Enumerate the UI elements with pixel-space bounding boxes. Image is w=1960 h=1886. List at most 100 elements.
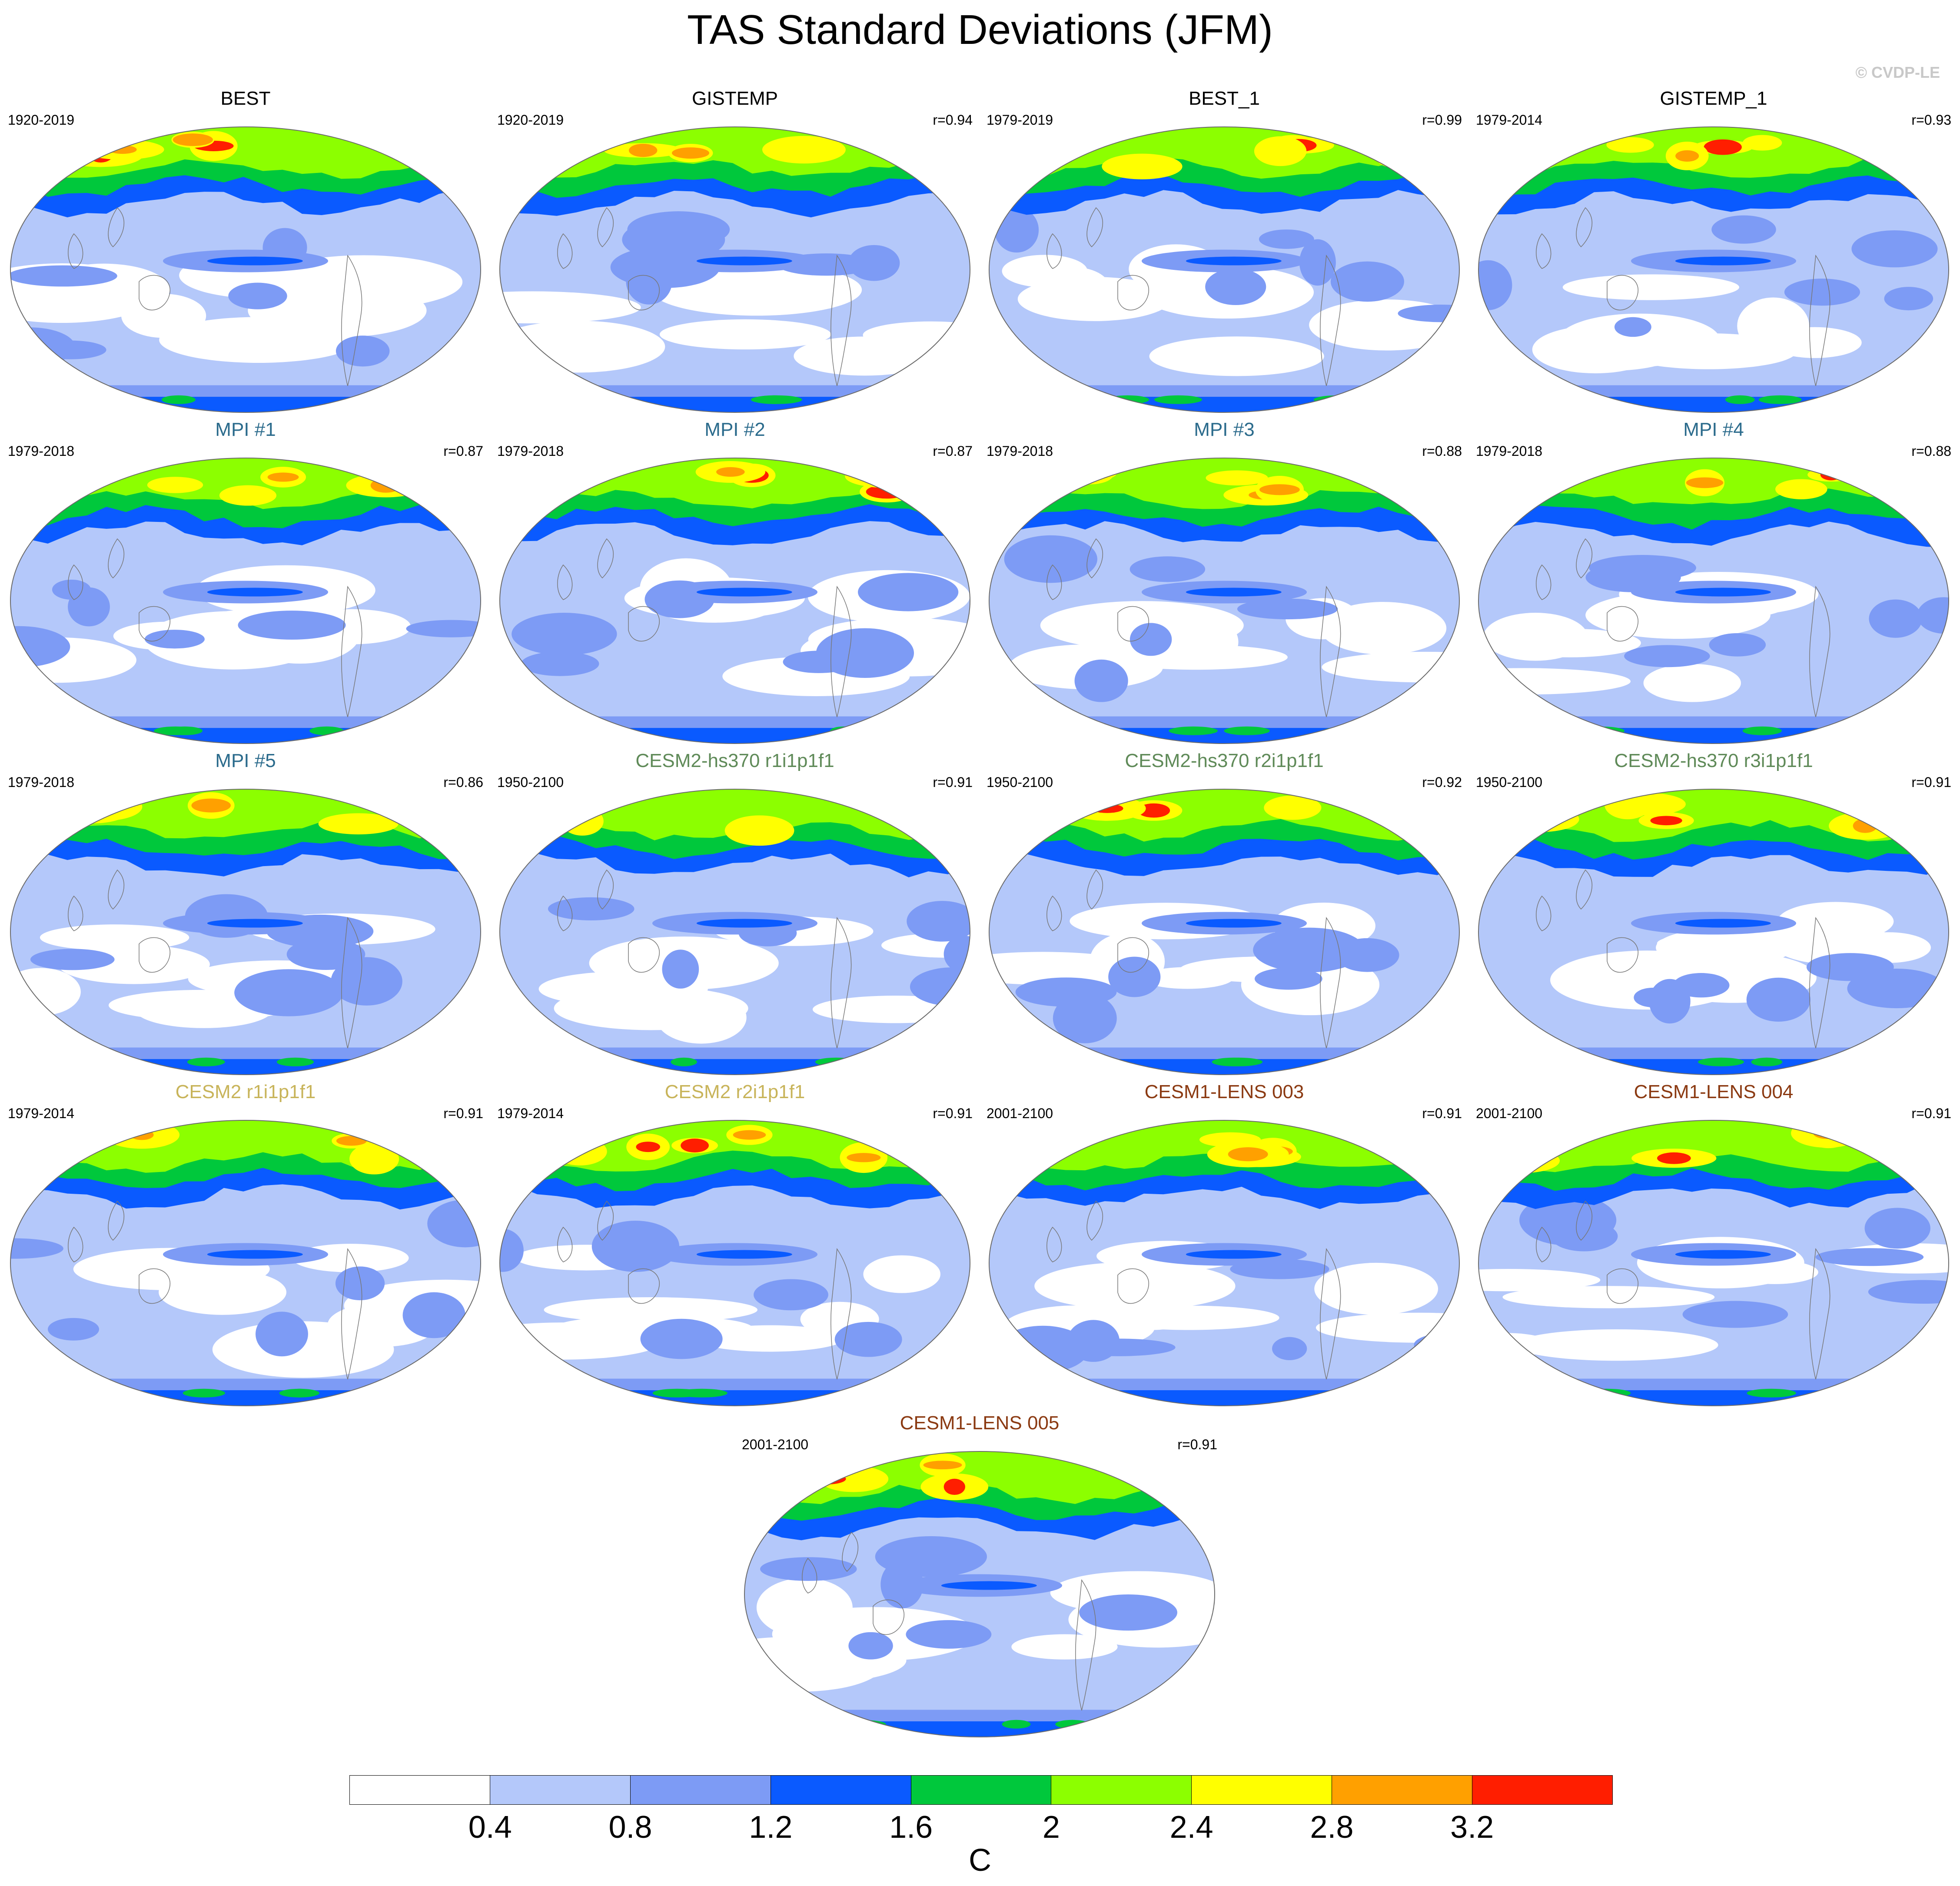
robinson-map [10, 126, 481, 413]
colorbar-swatch [1472, 1776, 1613, 1804]
colorbar-unit-label: C [969, 1843, 991, 1878]
colorbar [349, 1775, 1613, 1805]
robinson-map [989, 458, 1460, 744]
map-panel: MPI #3 1979-2018 r=0.88 [983, 418, 1465, 748]
robinson-map [989, 789, 1460, 1075]
map-panel: BEST 1920-2019 [4, 87, 487, 417]
robinson-map [1478, 1120, 1949, 1406]
colorbar-swatch [630, 1776, 771, 1804]
robinson-map [499, 126, 970, 413]
panel-years: 1979-2018 [8, 443, 75, 459]
robinson-map [499, 1120, 970, 1406]
panel-years: 1920-2019 [8, 112, 75, 128]
panel-years: 1979-2014 [497, 1106, 564, 1121]
map-panel: CESM2-hs370 r1i1p1f1 1950-2100 r=0.91 [494, 749, 976, 1079]
panel-title: BEST_1 [1189, 88, 1260, 109]
panel-years: 1979-2014 [8, 1106, 75, 1121]
colorbar-ticks: 0.4 0.8 1.2 1.6 2 2.4 2.8 3.2 [350, 1808, 1612, 1847]
map-panel: CESM1-LENS 004 2001-2100 r=0.91 [1472, 1080, 1955, 1411]
colorbar-tick-label: 2 [1042, 1810, 1060, 1845]
panel-correlation: r=0.86 [443, 774, 483, 790]
panel-years: 1920-2019 [497, 112, 564, 128]
panel-title: CESM1-LENS 003 [1144, 1081, 1304, 1102]
map-panel: CESM1-LENS 003 2001-2100 r=0.91 [983, 1080, 1465, 1411]
map-panel: BEST_1 1979-2019 r=0.99 [983, 87, 1465, 417]
colorbar-tick-label: 0.8 [608, 1810, 652, 1845]
map-panel: CESM2 r2i1p1f1 1979-2014 r=0.91 [494, 1080, 976, 1411]
map-panel: GISTEMP_1 1979-2014 r=0.93 [1472, 87, 1955, 417]
robinson-map [989, 126, 1460, 413]
robinson-map [989, 1120, 1460, 1406]
robinson-map [499, 789, 970, 1075]
panel-years: 1950-2100 [497, 774, 564, 790]
panel-years: 1950-2100 [1476, 774, 1543, 790]
robinson-map [1478, 126, 1949, 413]
panel-title: CESM2 r2i1p1f1 [664, 1081, 805, 1102]
colorbar-swatch [771, 1776, 911, 1804]
colorbar-tick-label: 1.2 [749, 1810, 793, 1845]
panel-title: CESM2-hs370 r3i1p1f1 [1614, 750, 1813, 771]
panel-years: 1950-2100 [987, 774, 1053, 790]
panel-years: 1979-2018 [1476, 443, 1543, 459]
credit-label: © CVDP-LE [1855, 63, 1940, 81]
panel-title: CESM2-hs370 r1i1p1f1 [635, 750, 834, 771]
colorbar-swatch [490, 1776, 631, 1804]
panel-title: GISTEMP [691, 88, 778, 109]
panel-correlation: r=0.91 [1911, 774, 1951, 790]
robinson-map [1478, 789, 1949, 1075]
panel-years: 1979-2018 [497, 443, 564, 459]
panel-correlation: r=0.91 [1911, 1106, 1951, 1121]
panel-title: MPI #4 [1683, 419, 1744, 440]
panel-correlation: r=0.91 [1177, 1437, 1217, 1452]
panel-title: MPI #3 [1194, 419, 1255, 440]
panel-title: CESM1-LENS 005 [900, 1412, 1060, 1434]
map-panel: MPI #2 1979-2018 r=0.87 [494, 418, 976, 748]
colorbar-tick-label: 2.4 [1169, 1810, 1213, 1845]
panel-correlation: r=0.91 [1422, 1106, 1462, 1121]
map-panel: MPI #1 1979-2018 r=0.87 [4, 418, 487, 748]
robinson-map [499, 458, 970, 744]
colorbar-tick-label: 0.4 [468, 1810, 512, 1845]
figure-title: TAS Standard Deviations (JFM) [687, 7, 1273, 53]
panel-years: 2001-2100 [1476, 1106, 1543, 1121]
colorbar-swatch [1051, 1776, 1192, 1804]
map-panel: GISTEMP 1920-2019 r=0.94 [494, 87, 976, 417]
colorbar-swatch [1192, 1776, 1332, 1804]
colorbar-swatch [350, 1776, 490, 1804]
map-panel: CESM1-LENS 005 2001-2100 r=0.91 [738, 1411, 1221, 1742]
map-panel: CESM2 r1i1p1f1 1979-2014 r=0.91 [4, 1080, 487, 1411]
colorbar-swatch [911, 1776, 1052, 1804]
robinson-map [1478, 458, 1949, 744]
panel-title: CESM2-hs370 r2i1p1f1 [1125, 750, 1324, 771]
robinson-map [10, 458, 481, 744]
panel-years: 2001-2100 [742, 1437, 809, 1452]
panel-correlation: r=0.94 [933, 112, 973, 128]
panel-years: 2001-2100 [987, 1106, 1053, 1121]
robinson-map [10, 1120, 481, 1406]
panel-years: 1979-2014 [1476, 112, 1543, 128]
panel-years: 1979-2018 [987, 443, 1053, 459]
panel-title: MPI #1 [215, 419, 276, 440]
panel-years: 1979-2019 [987, 112, 1053, 128]
panel-correlation: r=0.92 [1422, 774, 1462, 790]
map-panel: MPI #4 1979-2018 r=0.88 [1472, 418, 1955, 748]
panel-title: MPI #2 [704, 419, 765, 440]
colorbar-tick-label: 3.2 [1450, 1810, 1494, 1845]
panel-title: CESM1-LENS 004 [1634, 1081, 1794, 1102]
map-panel: MPI #5 1979-2018 r=0.86 [4, 749, 487, 1079]
panel-title: CESM2 r1i1p1f1 [175, 1081, 316, 1102]
panel-correlation: r=0.87 [933, 443, 973, 459]
panel-correlation: r=0.88 [1911, 443, 1951, 459]
map-panel: CESM2-hs370 r3i1p1f1 1950-2100 r=0.91 [1472, 749, 1955, 1079]
panel-correlation: r=0.91 [933, 1106, 973, 1121]
panel-correlation: r=0.91 [443, 1106, 483, 1121]
panel-correlation: r=0.88 [1422, 443, 1462, 459]
panel-title: MPI #5 [215, 750, 276, 771]
panel-title: BEST [220, 88, 271, 109]
panel-correlation: r=0.99 [1422, 112, 1462, 128]
robinson-map [744, 1451, 1215, 1737]
panel-correlation: r=0.87 [443, 443, 483, 459]
panel-correlation: r=0.93 [1911, 112, 1951, 128]
panel-correlation: r=0.91 [933, 774, 973, 790]
colorbar-tick-label: 2.8 [1310, 1810, 1354, 1845]
